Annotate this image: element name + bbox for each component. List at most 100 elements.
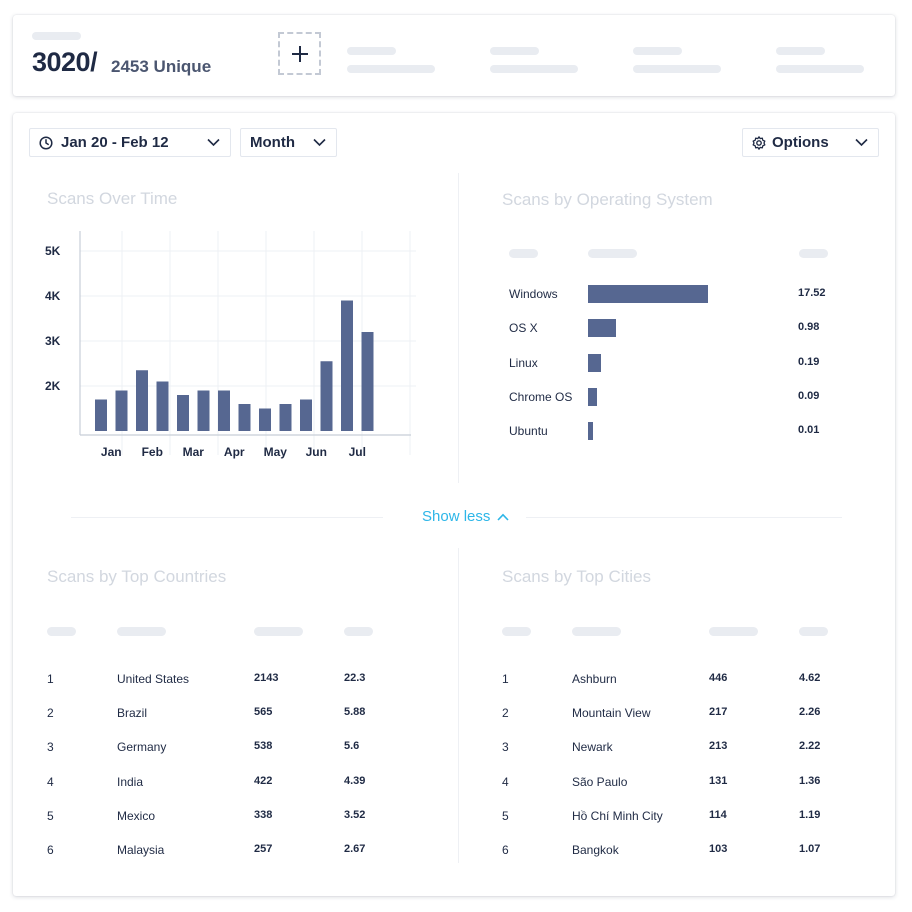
name-cell: Newark (572, 740, 613, 755)
os-value: 17.52 (798, 287, 826, 299)
name-cell: India (117, 774, 144, 789)
chevron-down-icon (855, 138, 868, 147)
gear-icon (752, 136, 766, 150)
name-cell: Hồ Chí Minh City (572, 808, 663, 823)
options-dropdown[interactable]: Options (742, 128, 879, 157)
x-tick-label: Jul (349, 445, 366, 459)
name-cell: Mexico (117, 808, 156, 823)
date-range-label: Jan 20 - Feb 12 (61, 134, 169, 151)
countries-header-placeholder-pct (344, 627, 373, 636)
name-cell: United States (117, 672, 190, 686)
chart-bar (300, 399, 312, 431)
os-header-placeholder-bar (588, 249, 637, 258)
count-cell: 114 (709, 808, 727, 821)
os-header-placeholder-name (509, 249, 538, 258)
countries-header-placeholder-name (117, 627, 166, 636)
rank-cell: 4 (47, 774, 54, 789)
show-less-button[interactable]: Show less (422, 508, 509, 525)
os-name: Windows (509, 287, 558, 301)
summary-label-placeholder (32, 32, 81, 40)
name-cell: Germany (117, 740, 167, 755)
countries-title: Scans by Top Countries (47, 567, 227, 586)
rank-cell: 3 (502, 740, 509, 755)
percent-cell: 22.3 (344, 672, 366, 684)
chart-bar (197, 390, 210, 431)
os-value: 0.19 (798, 355, 820, 368)
chart-bar (259, 408, 271, 431)
name-cell: São Paulo (572, 774, 628, 789)
percent-cell: 5.88 (344, 706, 366, 719)
metric-placeholder-2-label (490, 47, 539, 55)
x-tick-label: May (264, 445, 288, 459)
rank-cell: 5 (502, 808, 509, 823)
os-bar (588, 285, 708, 303)
name-cell: Bangkok (572, 843, 619, 857)
metric-placeholder-3-value (633, 65, 721, 73)
os-value: 0.01 (798, 424, 820, 437)
section-divider (458, 173, 459, 483)
add-metric-button[interactable] (278, 32, 321, 75)
os-title: Scans by Operating System (502, 190, 713, 209)
x-tick-label: Jun (306, 445, 327, 459)
chevron-down-icon (207, 138, 220, 147)
name-cell: Brazil (117, 706, 148, 721)
y-tick-label: 2K (45, 379, 61, 393)
name-cell: Malaysia (117, 843, 165, 857)
chart-bar (95, 399, 107, 431)
percent-cell: 1.36 (799, 774, 821, 787)
section-divider (458, 548, 459, 863)
os-value: 0.98 (798, 321, 820, 334)
name-cell: Mountain View (572, 706, 651, 721)
interval-dropdown[interactable]: Month (240, 128, 337, 157)
scans-over-time-chart: 5K 4K 3K 2K Jan Feb Mar Apr May Jun Jul (45, 231, 416, 459)
os-name: Chrome OS (509, 389, 573, 404)
cities-header-placeholder-pct (799, 627, 828, 636)
os-header-placeholder-value (799, 249, 828, 258)
metric-placeholder-1-value (347, 65, 435, 73)
divider-line-right (526, 517, 842, 518)
name-cell: Ashburn (572, 672, 617, 686)
percent-cell: 3.52 (344, 808, 366, 821)
divider-line-left (71, 517, 383, 518)
count-cell: 131 (709, 774, 728, 787)
metric-placeholder-4-value (776, 65, 864, 73)
rank-cell: 4 (502, 774, 509, 789)
os-name: Linux (509, 355, 538, 370)
chart-bar (320, 361, 333, 431)
chart-bar (136, 370, 148, 431)
count-cell: 538 (254, 740, 273, 753)
count-cell: 338 (254, 808, 273, 821)
x-tick-label: Mar (183, 445, 205, 459)
count-cell: 257 (254, 843, 273, 855)
rank-cell: 2 (47, 706, 54, 721)
date-range-dropdown[interactable]: Jan 20 - Feb 12 (29, 128, 231, 157)
show-less-label: Show less (422, 508, 491, 525)
cities-header-placeholder-count (709, 627, 758, 636)
cities-title: Scans by Top Cities (502, 567, 651, 586)
unique-scans: 2453 Unique (111, 57, 212, 76)
x-tick-label: Feb (142, 445, 163, 459)
chart-bar (115, 390, 128, 431)
chart-bar (341, 300, 353, 431)
chart-bar (156, 381, 169, 431)
percent-cell: 1.07 (799, 843, 821, 855)
percent-cell: 2.67 (344, 843, 366, 855)
chevron-up-icon (497, 513, 509, 521)
os-bar (588, 353, 601, 372)
plus-icon (291, 45, 308, 62)
y-tick-label: 4K (45, 289, 61, 303)
metric-placeholder-4-label (776, 47, 825, 55)
count-cell: 2143 (254, 672, 279, 684)
clock-icon (39, 136, 53, 150)
rank-cell: 5 (47, 808, 54, 823)
count-cell: 213 (709, 740, 728, 753)
y-tick-label: 3K (45, 334, 61, 348)
chevron-down-icon (313, 138, 326, 147)
interval-label: Month (250, 134, 295, 151)
os-bar (588, 387, 597, 406)
chart-bar (361, 332, 374, 431)
count-cell: 103 (709, 843, 728, 855)
rank-cell: 1 (47, 672, 54, 686)
cities-header-placeholder-name (572, 627, 621, 636)
count-cell: 446 (709, 672, 728, 684)
